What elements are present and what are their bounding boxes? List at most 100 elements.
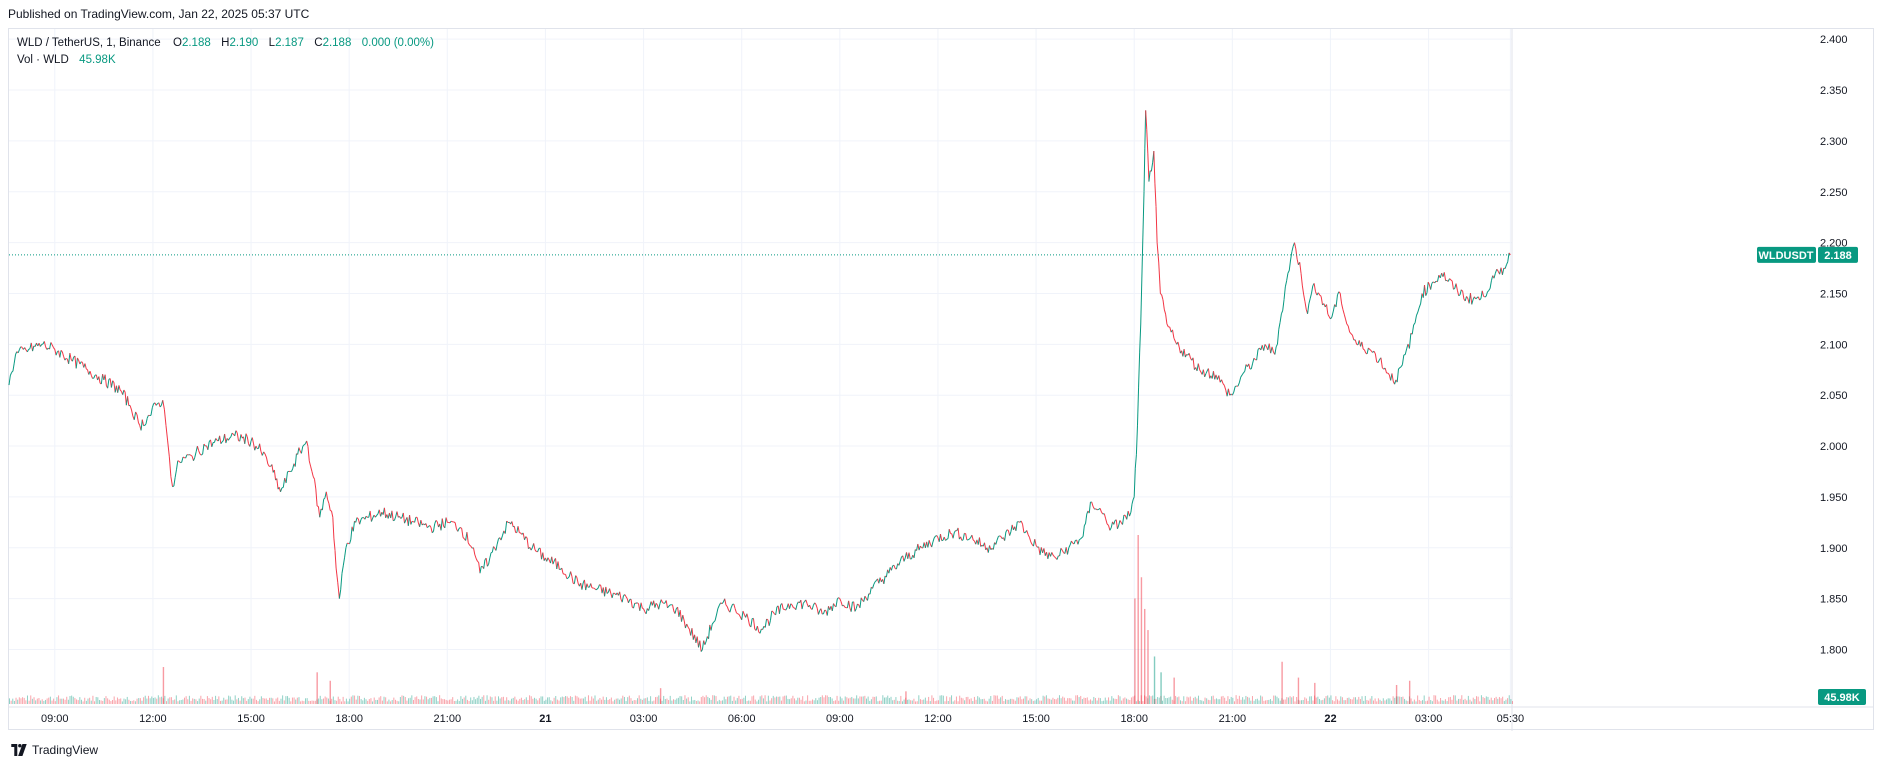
volume-bar [601,699,603,704]
price-segment [1015,521,1018,531]
volume-bar [251,698,253,704]
price-segment [736,612,739,615]
price-segment [263,451,266,455]
volume-bar [486,695,488,704]
price-segment [113,382,116,393]
price-segment [307,446,310,462]
price-segment [1222,383,1225,386]
volume-bar [435,697,437,704]
volume-tag[interactable]: 45.98K [1818,689,1866,705]
price-segment [1362,348,1365,351]
volume-bar [1175,695,1177,704]
price-segment [795,604,798,610]
volume-bar [1404,698,1406,704]
volume-bar [416,696,418,704]
price-segment [971,534,974,541]
price-segment [855,603,858,609]
price-segment [1459,289,1462,296]
price-segment [432,523,436,532]
price-segment [496,538,499,545]
price-segment [1351,335,1355,341]
volume-bar [321,699,323,704]
volume-bar [107,698,109,704]
volume-bar [237,697,239,704]
price-segment [1414,315,1417,324]
volume-bar [269,697,271,704]
volume-bar [141,700,143,704]
volume-bar [1417,695,1419,704]
price-segment [12,363,15,372]
volume-bar [1422,700,1424,704]
volume-bar [839,696,841,704]
price-segment [1026,530,1029,535]
volume-bar [875,696,877,704]
volume-bar [1472,697,1474,704]
price-segment [26,349,30,353]
price-segment [211,442,214,447]
price-segment [1066,547,1070,555]
volume-bar [900,695,902,704]
volume-bar [1189,696,1191,704]
volume-bar [1237,698,1239,704]
price-segment [1156,242,1160,263]
price-segment [599,584,602,586]
price-segment [1303,294,1306,302]
volume-bar [1268,699,1270,704]
price-segment [1240,374,1243,378]
price-segment [864,595,867,599]
volume-bar [337,696,339,704]
volume-bar [148,695,150,704]
volume-bar [794,698,796,704]
volume-bar [877,701,879,704]
price-segment [1268,343,1272,354]
price-segment [129,405,132,410]
price-segment [150,407,153,416]
volume-bar [414,697,416,704]
volume-bar [105,696,107,704]
volume-bar [305,698,307,704]
volume-bar [1319,699,1321,704]
price-tag-value: 2.188 [1824,250,1852,262]
volume-bar [973,696,975,704]
volume-bar [947,700,949,704]
x-tick-label: 18:00 [335,713,363,725]
volume-bar [247,699,249,704]
price-segment [903,557,906,562]
volume-bar [1173,677,1175,704]
price-segment [772,611,775,615]
price-segment [860,597,863,601]
price-segment [155,403,158,406]
low-label: L [268,37,276,49]
volume-bar [193,698,195,704]
volume-bar [1333,701,1335,704]
volume-bar [408,698,410,704]
price-segment [1140,256,1143,324]
volume-bar [112,700,114,704]
volume-bar [1067,698,1069,704]
price-segment [90,375,93,379]
volume-legend-row[interactable]: Vol · WLD 45.98K [17,52,434,69]
price-segment [425,523,428,528]
volume-bar [982,699,984,704]
volume-bar [1330,695,1332,704]
volume-bar [1436,699,1438,704]
volume-bar [1469,699,1471,704]
price-segment [1508,252,1511,256]
volume-bar [1081,699,1083,704]
volume-bar [1390,700,1392,704]
price-segment [1466,296,1469,299]
volume-bar [689,701,691,704]
volume-bar [1279,700,1281,704]
volume-bar [1019,696,1021,704]
tradingview-brand[interactable]: TradingView [10,743,98,757]
price-segment [1253,357,1256,360]
symbol-legend-row[interactable]: WLD / TetherUS, 1, Binance O2.188 H2.190… [17,35,434,52]
volume-bar [1052,697,1054,704]
price-segment [625,596,628,599]
price-segment [935,535,937,537]
last-price-tag[interactable]: WLDUSDT 2.188 [1757,246,1858,263]
volume-bar [167,698,169,704]
volume-bar [1137,535,1139,704]
volume-bar [610,697,612,704]
